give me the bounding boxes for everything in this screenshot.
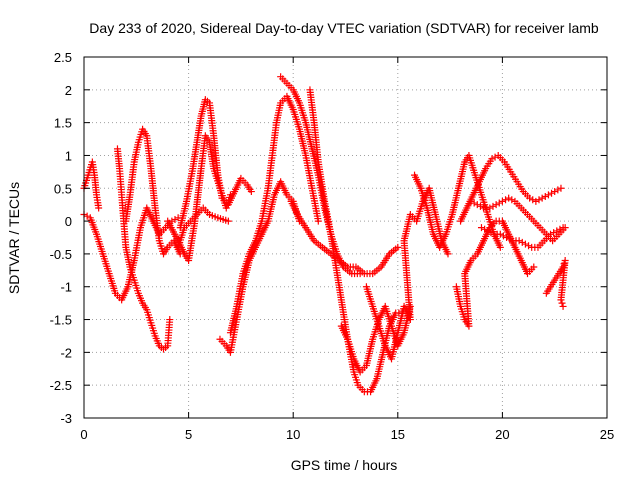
series-sat-r: [477, 224, 567, 251]
y-tick-label: 0.5: [54, 181, 72, 196]
chart-title: Day 233 of 2020, Sidereal Day-to-day VTE…: [89, 20, 599, 36]
data-point: [548, 189, 556, 197]
data-point: [515, 237, 523, 245]
axis-ticks: 0 5 10 15 20 25 -3 -2.5 -2 -1.5 -1 -0.5 0 0.5 1 1.5 2 2.5: [50, 50, 615, 442]
data-point: [171, 215, 179, 223]
data-point: [488, 155, 496, 163]
data-point: [559, 263, 567, 271]
data-point: [550, 229, 558, 237]
data-point: [476, 202, 484, 210]
data-point: [556, 225, 564, 233]
y-tick-label: -1.5: [50, 313, 72, 328]
x-tick-label: 20: [495, 427, 509, 442]
data-point: [444, 250, 452, 258]
data-point: [530, 263, 538, 271]
data-point: [505, 194, 513, 202]
data-point: [553, 227, 561, 235]
data-point: [525, 242, 533, 250]
data-point: [495, 199, 503, 207]
data-point: [499, 232, 507, 240]
y-tick-label: -2.5: [50, 378, 72, 393]
y-tick-label: 0: [65, 214, 72, 229]
data-point: [486, 204, 494, 212]
data-point: [502, 196, 510, 204]
data-point: [541, 192, 549, 200]
y-tick-label: -2: [60, 345, 72, 360]
data-point: [558, 299, 566, 307]
data-point: [496, 243, 504, 251]
data-point: [95, 204, 103, 212]
data-point: [538, 194, 546, 202]
data-point: [551, 188, 559, 196]
data-point: [518, 238, 526, 246]
data-point: [547, 230, 555, 238]
data-point: [529, 196, 537, 204]
y-tick-label: 2.5: [54, 50, 72, 65]
data-point: [314, 217, 322, 225]
data-point: [487, 229, 495, 237]
data-point: [521, 240, 529, 248]
series-sat-e: [164, 132, 234, 264]
data-point: [503, 234, 511, 241]
y-tick-label: 1: [65, 148, 72, 163]
x-tick-label: 15: [391, 427, 405, 442]
x-axis-label: GPS time / hours: [291, 457, 398, 473]
plot-frame: [83, 56, 608, 419]
data-point: [532, 197, 540, 205]
series-sat-h: [226, 92, 322, 337]
grid-lines: [84, 57, 607, 418]
y-tick-label: 1.5: [54, 116, 72, 131]
x-tick-label: 5: [185, 427, 192, 442]
series-sat-s: [542, 256, 569, 310]
data-point: [467, 197, 475, 205]
y-tick-label: -3: [60, 411, 72, 426]
data-point: [557, 184, 565, 192]
data-point: [508, 196, 516, 204]
data-point: [394, 243, 402, 251]
series-sat-c: [122, 125, 184, 258]
data-point: [477, 224, 485, 232]
data-point: [559, 224, 567, 232]
y-tick-label: 2: [65, 83, 72, 98]
series-sat-f: [174, 204, 232, 251]
data-point: [489, 202, 497, 210]
data-point: [166, 316, 174, 324]
data-point: [498, 197, 506, 205]
x-tick-label: 25: [600, 427, 614, 442]
data-point: [83, 212, 91, 220]
data-point: [226, 191, 234, 199]
data-point: [484, 227, 492, 235]
data-points: [80, 73, 569, 396]
data-point: [544, 191, 552, 199]
x-tick-label: 10: [286, 427, 300, 442]
data-point: [247, 188, 255, 196]
y-axis-label: SDTVAR / TECUs: [6, 182, 22, 294]
series-sat-t: [80, 158, 103, 212]
data-point: [554, 186, 562, 194]
series-sat-j: [306, 86, 406, 396]
x-tick-label: 0: [80, 427, 87, 442]
data-point: [557, 296, 565, 304]
y-tick-label: -0.5: [50, 247, 72, 262]
data-point: [473, 201, 481, 209]
data-point: [526, 194, 534, 202]
y-tick-label: -1: [60, 280, 72, 295]
data-point: [481, 225, 489, 233]
data-point: [492, 201, 500, 209]
data-point: [224, 217, 232, 225]
series-sat-k: [287, 197, 402, 278]
data-point: [470, 199, 478, 207]
data-point: [535, 196, 543, 204]
data-point: [496, 230, 504, 238]
series-sat-n: [411, 151, 504, 251]
data-point: [559, 302, 567, 310]
series-sat-m: [362, 184, 452, 363]
data-point: [506, 235, 514, 243]
